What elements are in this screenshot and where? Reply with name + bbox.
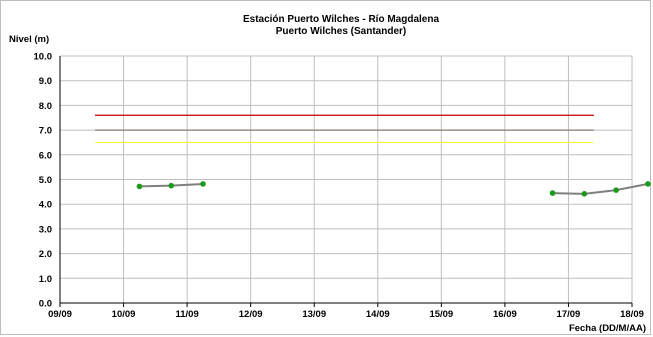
x-tick-label: 13/09 bbox=[302, 309, 326, 320]
x-tick-label: 16/09 bbox=[493, 309, 517, 320]
data-point bbox=[136, 183, 143, 190]
plot-area: 0.0 1.0 2.0 3.0 4.0 5.0 6.0 7.0 8.0 9.0 10.0 09/09 1… bbox=[34, 52, 651, 320]
y-tick-label: 0.0 bbox=[39, 299, 52, 310]
chart-title: Estación Puerto Wilches - Río Magdalena bbox=[243, 14, 439, 25]
y-tick-label: 10.0 bbox=[34, 52, 53, 63]
y-tick-label: 7.0 bbox=[39, 126, 52, 137]
y-tick-label: 8.0 bbox=[39, 101, 52, 112]
x-tick-label: 14/09 bbox=[366, 309, 390, 320]
data-point bbox=[645, 181, 651, 187]
x-tick-label: 12/09 bbox=[239, 309, 263, 320]
x-tick-label: 18/09 bbox=[620, 309, 644, 320]
y-tick-label: 1.0 bbox=[39, 274, 52, 285]
y-tick-label: 3.0 bbox=[39, 224, 52, 235]
x-tick-label: 15/09 bbox=[429, 309, 453, 320]
y-tick-label: 5.0 bbox=[39, 175, 52, 186]
data-point bbox=[581, 191, 588, 197]
y-tick-label: 4.0 bbox=[39, 200, 52, 211]
x-tick-label: 11/09 bbox=[175, 309, 198, 320]
y-tick-label: 2.0 bbox=[39, 249, 52, 260]
x-tick-label: 09/09 bbox=[48, 309, 72, 320]
data-point bbox=[200, 181, 206, 187]
y-tick-label: 6.0 bbox=[39, 150, 52, 161]
y-tick-label: 9.0 bbox=[39, 76, 52, 87]
data-point bbox=[168, 182, 175, 189]
data-point bbox=[549, 190, 556, 196]
x-tick-label: 17/09 bbox=[557, 309, 581, 320]
x-axis-label: Fecha (DD/M/AA) bbox=[569, 323, 646, 334]
y-axis-label: Nivel (m) bbox=[9, 34, 49, 45]
x-tick-label: 10/09 bbox=[112, 309, 136, 320]
chart-subtitle: Puerto Wilches (Santander) bbox=[276, 26, 407, 37]
series-line-2 bbox=[552, 182, 649, 195]
data-point bbox=[613, 187, 619, 193]
